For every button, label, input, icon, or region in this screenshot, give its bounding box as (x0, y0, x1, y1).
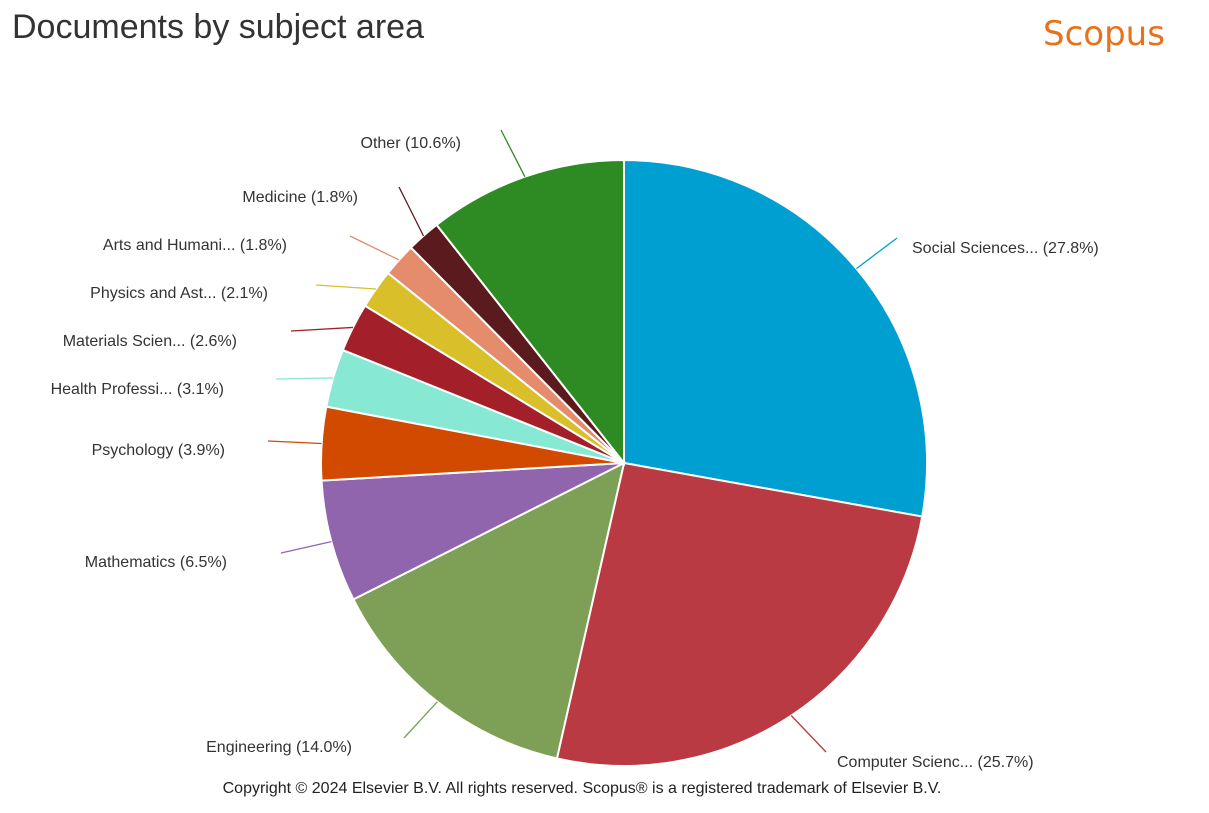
leader-line (280, 541, 332, 554)
slice-label: Social Sciences... (27.8%) (912, 240, 1099, 257)
slice-label: Other (10.6%) (361, 135, 461, 152)
slice-label: Physics and Ast... (2.1%) (90, 285, 268, 302)
leader-line (315, 284, 376, 290)
slice-label: Computer Scienc... (25.7%) (837, 754, 1034, 771)
leader-line (500, 129, 526, 177)
leader-line (290, 326, 354, 332)
slice-label: Mathematics (6.5%) (85, 554, 227, 571)
leader-line (349, 235, 400, 261)
slice-label: Medicine (1.8%) (242, 189, 358, 206)
chart-title: Documents by subject area (12, 8, 424, 46)
copyright-notice: Copyright © 2024 Elsevier B.V. All right… (222, 780, 942, 797)
slice-label: Psychology (3.9%) (92, 442, 225, 459)
pie-slice[interactable] (623, 158, 928, 518)
leader-line (856, 237, 898, 270)
pie-slice[interactable] (320, 462, 625, 601)
scopus-logo: Scopus (1043, 14, 1165, 54)
leader-line (275, 377, 334, 380)
slice-label: Engineering (14.0%) (206, 739, 352, 756)
slice-label: Arts and Humani... (1.8%) (103, 237, 287, 254)
leader-line (403, 701, 438, 739)
pie-slice[interactable] (352, 461, 626, 760)
slice-label: Health Professi... (3.1%) (51, 381, 224, 398)
leader-line (790, 715, 827, 753)
leader-line (267, 440, 322, 445)
leader-line (398, 186, 425, 237)
slice-label: Materials Scien... (2.6%) (63, 333, 237, 350)
